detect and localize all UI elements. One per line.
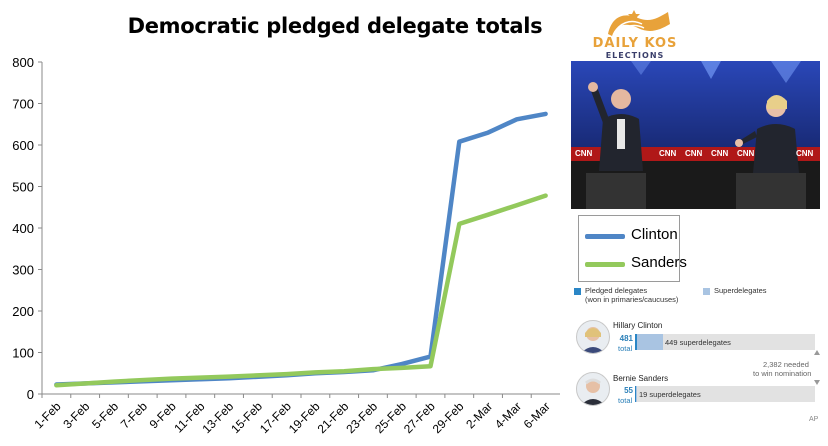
clinton-superdelegates-bar (637, 334, 663, 350)
sanders-superdelegates-label: 19 superdelegates (639, 390, 701, 399)
logo-text-daily-kos: DAILY KOS (592, 36, 678, 51)
superdelegates-legend-label: Superdelegates (714, 286, 767, 295)
sanders-pledged-count: 55 (624, 386, 633, 395)
sanders-name: Bernie Sanders (613, 374, 669, 383)
clinton-delegate-track (635, 334, 815, 350)
legend-swatch-clinton (585, 234, 625, 239)
needed-marker-up-icon (814, 350, 820, 355)
y-tick-label: 600 (12, 138, 34, 153)
y-tick-label: 200 (12, 304, 34, 319)
x-tick-label: 19-Feb (286, 399, 323, 436)
needed-to-win-label-line1: 2,382 needed (763, 360, 809, 369)
pledged-legend-label: Pledged delegates (585, 286, 648, 295)
sanders-pledged-bar (635, 386, 636, 402)
x-tick-label: 2-Mar (463, 399, 495, 431)
cnn-sign-2: CNN (659, 149, 677, 158)
delegate-count-panel: Pledged delegates (won in primaries/cauc… (571, 282, 823, 432)
sanders-avatar (576, 372, 610, 406)
clinton-pledged-count: 481 (619, 334, 633, 343)
x-tick-label: 25-Feb (372, 399, 409, 436)
clinton-name: Hillary Clinton (613, 321, 663, 330)
x-tick-label: 6-Mar (521, 399, 553, 431)
legend-label-clinton: Clinton (631, 226, 678, 243)
x-tick-label: 13-Feb (199, 399, 236, 436)
flag-icon (608, 10, 670, 36)
chart-axes (38, 61, 560, 398)
y-axis-tick-labels: 0 100 200 300 400 500 600 700 800 (12, 55, 34, 402)
x-tick-label: 4-Mar (492, 399, 524, 431)
daily-kos-elections-logo: DAILY KOS ELECTIONS (590, 6, 680, 60)
needed-to-win-label-line2: to win nomination (753, 369, 812, 378)
y-tick-label: 400 (12, 221, 34, 236)
clinton-superdelegates-label: 449 superdelegates (665, 338, 731, 347)
sanders-delegate-track (635, 386, 815, 402)
y-tick-label: 300 (12, 263, 34, 278)
series-line-clinton (54, 111, 548, 387)
legend-swatch-sanders (585, 262, 625, 267)
sanders-total-label: total (618, 396, 633, 405)
legend-label-sanders: Sanders (631, 254, 687, 271)
superdelegates-swatch (703, 288, 710, 295)
logo-text-elections: ELECTIONS (605, 51, 665, 60)
cnn-sign-1: CNN (575, 149, 593, 158)
clinton-pledged-bar (635, 334, 637, 350)
x-tick-label: 3-Feb (60, 399, 92, 431)
chart-legend: Clinton Sanders (578, 215, 687, 282)
x-tick-label: 23-Feb (343, 399, 380, 436)
cnn-sign-4: CNN (711, 149, 729, 158)
debate-photo: CNN CNN CNN CNN CNN CNN (571, 61, 820, 209)
cnn-sign-6: CNN (796, 149, 814, 158)
clinton-avatar (576, 320, 610, 354)
source-label: AP (809, 416, 819, 423)
y-tick-label: 800 (12, 55, 34, 70)
line-chart: 0 100 200 300 400 500 600 700 800 1-Feb3-Feb5-Fe… (12, 55, 560, 436)
y-tick-label: 0 (27, 387, 34, 402)
pledged-legend-sublabel: (won in primaries/caucuses) (585, 295, 679, 304)
x-tick-label: 27-Feb (401, 399, 438, 436)
y-tick-label: 100 (12, 346, 34, 361)
needed-marker-down-icon (814, 380, 820, 385)
x-tick-label: 1-Feb (32, 399, 64, 431)
pledged-swatch (574, 288, 581, 295)
cnn-sign-5: CNN (737, 149, 755, 158)
x-tick-label: 15-Feb (228, 399, 265, 436)
y-tick-label: 700 (12, 97, 34, 112)
cnn-sign-3: CNN (685, 149, 703, 158)
x-tick-label: 29-Feb (430, 399, 467, 436)
x-tick-label: 21-Feb (315, 399, 352, 436)
chart-title: Democratic pledged delegate totals (127, 14, 543, 38)
x-axis-tick-labels: 1-Feb3-Feb5-Feb7-Feb9-Feb11-Feb13-Feb15-… (32, 399, 553, 436)
x-tick-label: 5-Feb (89, 399, 121, 431)
chart-series-lines (54, 111, 548, 388)
y-tick-label: 500 (12, 180, 34, 195)
clinton-total-label: total (618, 344, 633, 353)
x-tick-label: 17-Feb (257, 399, 294, 436)
series-line-sanders (54, 193, 548, 388)
sanders-superdelegates-bar (636, 386, 637, 402)
x-tick-label: 7-Feb (118, 399, 150, 431)
